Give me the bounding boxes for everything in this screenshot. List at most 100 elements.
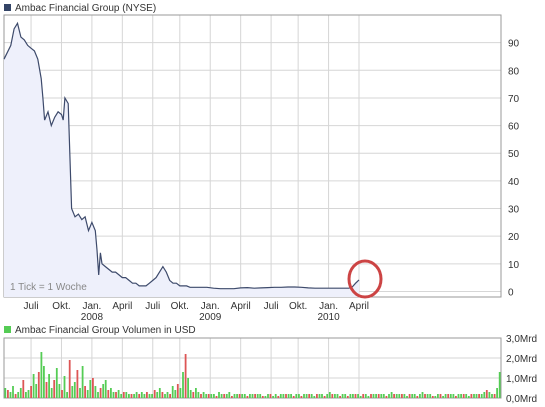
volume-bar	[344, 394, 347, 398]
volume-bar	[97, 392, 99, 398]
volume-y-axis: 0,0Mrd 1,0Mrd 2,0Mrd 3,0Mrd	[506, 334, 537, 405]
price-x-tick-label: Jan.	[82, 301, 101, 312]
volume-bar	[406, 396, 408, 398]
price-y-tick-label: 10	[508, 260, 520, 271]
volume-bar	[349, 394, 352, 398]
price-x-tick-label: Jan.	[319, 301, 338, 312]
volume-bar	[382, 394, 385, 398]
volume-bar	[375, 394, 377, 398]
volume-bar	[334, 394, 336, 398]
volume-bar	[336, 394, 339, 398]
price-y-tick-label: 0	[508, 287, 514, 298]
volume-bar	[395, 394, 398, 398]
volume-bar	[437, 394, 439, 398]
volume-bar	[483, 392, 486, 398]
volume-bar	[274, 394, 277, 398]
volume-bar	[125, 392, 128, 398]
volume-bar	[388, 394, 390, 398]
volume-bar	[272, 396, 274, 398]
volume-bar	[225, 394, 228, 398]
volume-bar	[285, 394, 287, 398]
volume-bar	[488, 392, 491, 398]
volume-bar	[48, 374, 50, 398]
volume-bar	[174, 390, 177, 398]
volume-bar	[128, 394, 130, 398]
volume-bar	[102, 384, 105, 398]
volume-bar	[215, 396, 218, 398]
price-legend-swatch	[4, 4, 11, 11]
price-y-tick-label: 20	[508, 232, 520, 243]
volume-bar	[148, 394, 151, 398]
volume-bar	[187, 378, 189, 398]
volume-bar	[292, 396, 295, 398]
price-line	[3, 21, 360, 290]
price-x-tick-label: Okt.	[289, 301, 307, 312]
volume-bar	[156, 392, 159, 398]
volume-bar	[200, 394, 202, 398]
volume-bar	[207, 394, 210, 398]
volume-bar	[403, 394, 406, 398]
volume-bar	[362, 394, 365, 398]
volume-bar	[251, 394, 254, 398]
price-y-tick-label: 40	[508, 177, 520, 188]
volume-bar	[267, 394, 269, 398]
volume-bar	[254, 394, 256, 398]
volume-bar	[238, 394, 241, 398]
price-y-tick-label: 70	[508, 94, 520, 105]
volume-bar	[480, 394, 483, 398]
volume-bar	[313, 396, 316, 398]
volume-bar	[210, 394, 213, 398]
volume-bar	[140, 392, 143, 398]
volume-bar	[169, 394, 171, 398]
volume-bar	[19, 388, 22, 398]
volume-bar	[153, 390, 156, 398]
volume-bar	[390, 392, 393, 398]
volume-bar	[372, 394, 375, 398]
price-x-tick-label: Jan.	[201, 301, 220, 312]
volume-bar	[184, 354, 187, 398]
volume-bar	[9, 392, 12, 398]
volume-bar	[71, 386, 74, 398]
volume-bars	[4, 352, 501, 398]
volume-bar	[416, 396, 419, 398]
volume-bar	[115, 392, 117, 398]
volume-bar	[341, 394, 344, 398]
volume-bar	[434, 396, 437, 398]
volume-bar	[112, 392, 115, 398]
volume-bar	[449, 394, 452, 398]
volume-bar	[104, 380, 107, 398]
volume-bar	[282, 394, 285, 398]
volume-bar	[68, 360, 71, 398]
volume-bar	[40, 352, 43, 398]
volume-bar	[264, 396, 267, 398]
volume-bar	[35, 384, 38, 398]
volume-plot-frame	[3, 337, 502, 399]
volume-bar	[30, 386, 32, 398]
volume-bar	[411, 394, 414, 398]
volume-bar	[223, 394, 226, 398]
price-y-axis: 0 10 20 30 40 50 60 70 80 90	[508, 39, 520, 299]
volume-bar	[37, 372, 40, 398]
volume-bar	[146, 392, 148, 398]
price-y-tick-label: 30	[508, 205, 520, 216]
volume-y-tick-label: 3,0Mrd	[506, 334, 537, 345]
volume-bar	[298, 394, 300, 398]
volume-bar	[231, 396, 233, 398]
volume-bar	[300, 396, 303, 398]
volume-bar	[408, 394, 411, 398]
volume-bar	[43, 366, 45, 398]
volume-bar	[279, 394, 282, 398]
volume-legend-swatch	[4, 326, 11, 333]
volume-bar	[182, 372, 184, 398]
volume-bar	[431, 396, 434, 398]
volume-bar	[328, 392, 331, 398]
price-y-tick-label: 90	[508, 39, 520, 50]
volume-bar	[457, 394, 460, 398]
volume-bar	[158, 388, 161, 398]
price-year-label: 2010	[317, 312, 340, 323]
volume-bar	[259, 394, 262, 398]
volume-bar	[133, 394, 135, 398]
volume-bar	[401, 394, 403, 398]
price-area	[4, 23, 359, 298]
